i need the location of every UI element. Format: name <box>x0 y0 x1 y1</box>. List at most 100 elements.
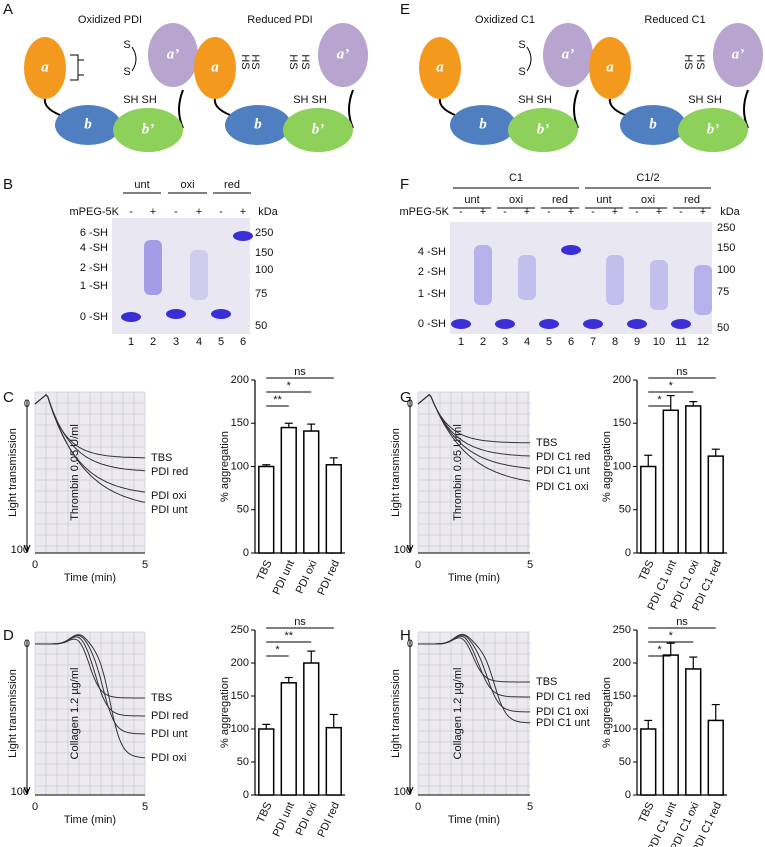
band <box>211 309 231 319</box>
significance-label: ns <box>294 366 306 378</box>
significance-label: * <box>287 380 292 392</box>
domain <box>148 23 198 87</box>
y-arrowhead <box>406 786 414 796</box>
group-label: red <box>684 194 700 206</box>
x-axis-label: Time (min) <box>64 814 116 826</box>
bar <box>685 668 702 796</box>
thiol-count: 2 -SH <box>80 262 108 274</box>
domain <box>713 23 763 87</box>
y-arrowhead <box>23 786 31 796</box>
treatment-label: mPEG-5K <box>69 206 119 218</box>
domain-label: b <box>84 116 92 132</box>
thiol-label: S <box>518 66 525 78</box>
thiol-count: 4 -SH <box>418 246 446 258</box>
thiol-label: HS <box>287 54 299 69</box>
y-tick-label: 200 <box>231 374 249 386</box>
x-tick-label: TBS <box>255 558 275 582</box>
trace-box <box>418 632 530 795</box>
band <box>233 231 253 241</box>
trace-box <box>418 392 530 553</box>
panel-letter: C <box>3 389 14 406</box>
significance-label: * <box>669 380 674 392</box>
bar <box>640 465 657 554</box>
domain <box>450 105 516 145</box>
linker <box>608 97 626 116</box>
bar <box>280 426 297 554</box>
x-tick-label: TBS <box>637 800 657 824</box>
domain <box>55 105 121 145</box>
band <box>495 319 515 329</box>
bar <box>303 662 320 796</box>
diagram-title: Reduced C1 <box>644 14 705 26</box>
thiol-label: S <box>518 39 525 51</box>
domain-label: a <box>211 59 219 75</box>
sign: - <box>503 206 507 218</box>
curve-label: PDI oxi <box>151 490 186 502</box>
y-tick-label: 200 <box>613 374 631 386</box>
thiol-label: SH SH <box>518 94 552 106</box>
gel <box>450 222 712 334</box>
thiol-count: 4 -SH <box>80 242 108 254</box>
group-label: red <box>552 194 568 206</box>
mw-label: 250 <box>255 227 273 239</box>
y-tick-label: 250 <box>231 624 249 636</box>
domain <box>194 37 236 99</box>
significance-label: ns <box>676 366 688 378</box>
lane-number: 11 <box>675 336 686 348</box>
thiol-count: 0 -SH <box>418 318 446 330</box>
x-tick-label: 5 <box>527 559 533 571</box>
group-label: unt <box>464 194 479 206</box>
lane-number: 3 <box>173 336 179 348</box>
group-label: oxi <box>509 194 523 206</box>
mw-label: 50 <box>255 320 267 332</box>
domain-label: b’ <box>707 121 720 137</box>
lane-number: 1 <box>128 336 134 348</box>
linker <box>43 97 61 116</box>
smear <box>190 250 208 300</box>
sign: - <box>635 206 639 218</box>
lane-number: 3 <box>502 336 508 348</box>
x-tick-label: 0 <box>415 559 421 571</box>
curve-label: PDI red <box>151 710 188 722</box>
x-tick-label: 5 <box>527 801 533 813</box>
mw-label: 75 <box>255 288 267 300</box>
bar <box>662 409 679 554</box>
domain-label: a <box>606 59 614 75</box>
bar <box>640 728 657 796</box>
thiol-label: HS <box>249 54 261 69</box>
panel-letter: E <box>400 1 410 18</box>
mw-label: 150 <box>717 242 735 254</box>
curve-label: PDI C1 unt <box>536 465 590 477</box>
lane-number: 8 <box>612 336 618 348</box>
mw-label: 150 <box>255 247 273 259</box>
agonist-label: Collagen 1.2 µg/ml <box>452 668 464 760</box>
significance-label: ** <box>284 630 293 642</box>
y-tick-label: 250 <box>613 624 631 636</box>
lane-number: 6 <box>240 336 246 348</box>
trace-curve <box>34 394 146 503</box>
domain-label: a’ <box>562 46 575 62</box>
curve-label: PDI oxi <box>151 752 186 764</box>
band <box>671 319 691 329</box>
domain <box>283 108 353 152</box>
y-axis-label: Light transmission <box>390 428 402 517</box>
domain-label: b’ <box>142 121 155 137</box>
x-tick-label: TBS <box>637 558 657 582</box>
y-arrowhead <box>23 544 31 554</box>
domain-label: a’ <box>337 46 350 62</box>
sign: - <box>591 206 595 218</box>
x-tick-label: TBS <box>255 800 275 824</box>
domain-label: b <box>479 116 487 132</box>
disulfide <box>131 46 137 72</box>
sign: - <box>679 206 683 218</box>
smear <box>606 255 624 305</box>
domain-label: a <box>41 59 49 75</box>
y-tick-label: 100 <box>613 460 631 472</box>
diagram-title: Reduced PDI <box>247 14 312 26</box>
x-tick-label: 5 <box>142 559 148 571</box>
y-tick-label: 0 <box>243 547 249 559</box>
significance-label: * <box>669 630 674 642</box>
mw-label: 100 <box>717 264 735 276</box>
y-tick-label: 0 <box>407 638 413 650</box>
panel-letter: A <box>3 1 13 18</box>
